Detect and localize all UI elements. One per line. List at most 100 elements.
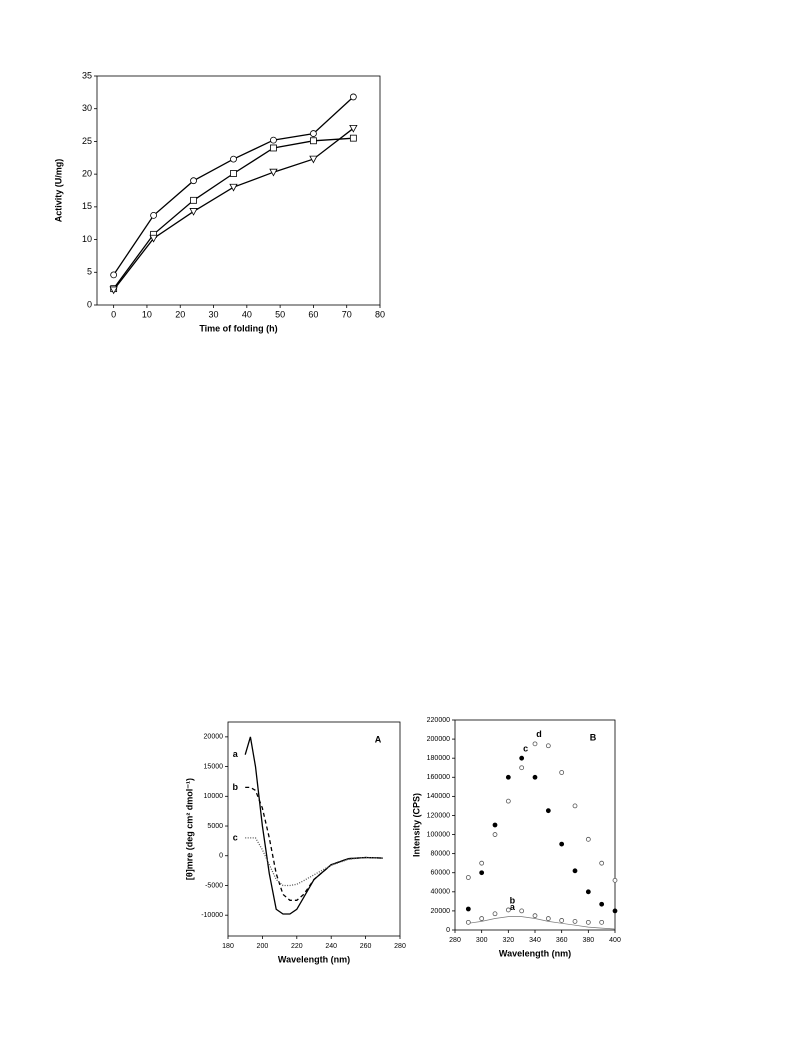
y-tick-label: 35	[82, 70, 92, 80]
marker	[572, 919, 578, 924]
marker	[532, 741, 538, 747]
y-tick-label: 0	[219, 853, 223, 860]
curve-label: b	[510, 895, 516, 905]
x-tick-label: 50	[275, 309, 285, 319]
marker	[309, 155, 318, 164]
y-tick-label: 5000	[207, 823, 223, 830]
series-line	[245, 786, 383, 901]
marker	[572, 868, 578, 874]
y-tick-label: 20000	[204, 734, 224, 741]
series-line	[245, 837, 383, 887]
y-tick-label: 60000	[431, 870, 451, 877]
y-tick-label: 80000	[431, 850, 451, 857]
x-tick-label: 60	[308, 309, 318, 319]
curve-label: a	[233, 749, 239, 759]
curve-label: d	[536, 729, 542, 739]
y-tick-label: 220000	[427, 717, 450, 724]
marker	[230, 155, 237, 163]
marker	[505, 907, 511, 913]
marker	[190, 196, 197, 204]
marker	[585, 889, 591, 895]
marker	[559, 770, 565, 775]
y-axis-label: Intensity (CPS)	[411, 793, 421, 857]
marker	[479, 916, 485, 921]
x-tick-label: 300	[476, 937, 488, 944]
x-tick-label: 240	[325, 943, 337, 950]
marker	[110, 271, 118, 279]
marker	[465, 875, 471, 880]
marker	[150, 211, 158, 219]
y-tick-label: 40000	[431, 889, 451, 896]
x-tick-label: 280	[394, 943, 406, 950]
marker	[465, 906, 471, 912]
y-tick-label: 10000	[204, 793, 224, 800]
x-axis-label: Wavelength (nm)	[499, 948, 571, 958]
panel-title: B	[590, 732, 597, 742]
marker	[519, 755, 525, 761]
marker	[310, 137, 317, 145]
x-tick-label: 280	[449, 937, 461, 944]
marker	[269, 168, 278, 177]
marker	[519, 765, 525, 771]
marker	[479, 870, 485, 876]
marker	[519, 908, 525, 914]
marker	[612, 908, 618, 914]
x-tick-label: 200	[257, 943, 269, 950]
x-tick-label: 220	[291, 943, 303, 950]
x-tick-label: 40	[242, 309, 252, 319]
marker	[479, 860, 485, 866]
y-tick-label: -10000	[201, 912, 223, 919]
x-tick-label: 180	[222, 943, 234, 950]
x-tick-label: 80	[375, 309, 385, 319]
marker	[545, 916, 551, 921]
marker	[230, 170, 237, 177]
marker	[532, 913, 538, 919]
series-line	[244, 736, 383, 915]
marker	[585, 919, 591, 925]
x-tick-label: 70	[342, 309, 352, 319]
marker	[545, 743, 551, 749]
marker	[505, 774, 511, 780]
x-tick-label: 0	[111, 309, 116, 319]
marker	[559, 841, 565, 847]
plot-frame	[96, 75, 381, 306]
y-tick-label: 0	[446, 927, 450, 934]
marker	[572, 803, 578, 809]
y-tick-label: 100000	[427, 831, 450, 838]
marker	[109, 286, 118, 295]
y-tick-label: 140000	[427, 793, 450, 800]
chart: 280 300 320 340 360 380 400 0 20000 40000 60000 800…	[411, 717, 621, 959]
x-tick-label: 340	[529, 937, 541, 944]
marker	[270, 144, 277, 152]
x-tick-label: 380	[582, 937, 594, 944]
marker	[492, 822, 498, 828]
y-tick-label: 10	[82, 234, 92, 244]
y-axis-label: [θ]mre (deg cm² dmol⁻¹)	[184, 778, 194, 880]
y-tick-label: 5	[87, 267, 92, 277]
x-tick-label: 20	[175, 309, 185, 319]
chart: 0 10 20 30 40 50 60 70 80 0 5 10 15 20 25 30 35 Time of f…	[53, 70, 385, 333]
x-tick-label: 320	[502, 937, 514, 944]
y-tick-label: 180000	[427, 755, 450, 762]
y-tick-label: 120000	[427, 812, 450, 819]
x-tick-label: 10	[142, 309, 152, 319]
y-axis-label: Activity (U/mg)	[53, 159, 63, 223]
curve-label: a	[510, 902, 516, 912]
x-tick-label: 30	[209, 309, 219, 319]
x-axis-label: Time of folding (h)	[199, 323, 277, 333]
marker	[532, 774, 538, 780]
x-axis-label: Wavelength (nm)	[278, 954, 350, 964]
y-tick-label: 25	[82, 136, 92, 146]
marker	[505, 798, 511, 804]
marker	[349, 93, 357, 101]
marker	[599, 860, 605, 866]
chart: 180 200 220 240 260 280 -10000 -5000 0 5000 10000 1…	[184, 721, 406, 964]
y-tick-label: 160000	[427, 774, 450, 781]
marker	[270, 136, 277, 144]
panel-title: A	[375, 734, 382, 744]
y-tick-label: 15000	[204, 763, 224, 770]
marker	[559, 918, 565, 923]
y-tick-label: -5000	[205, 882, 223, 889]
marker	[585, 836, 591, 842]
